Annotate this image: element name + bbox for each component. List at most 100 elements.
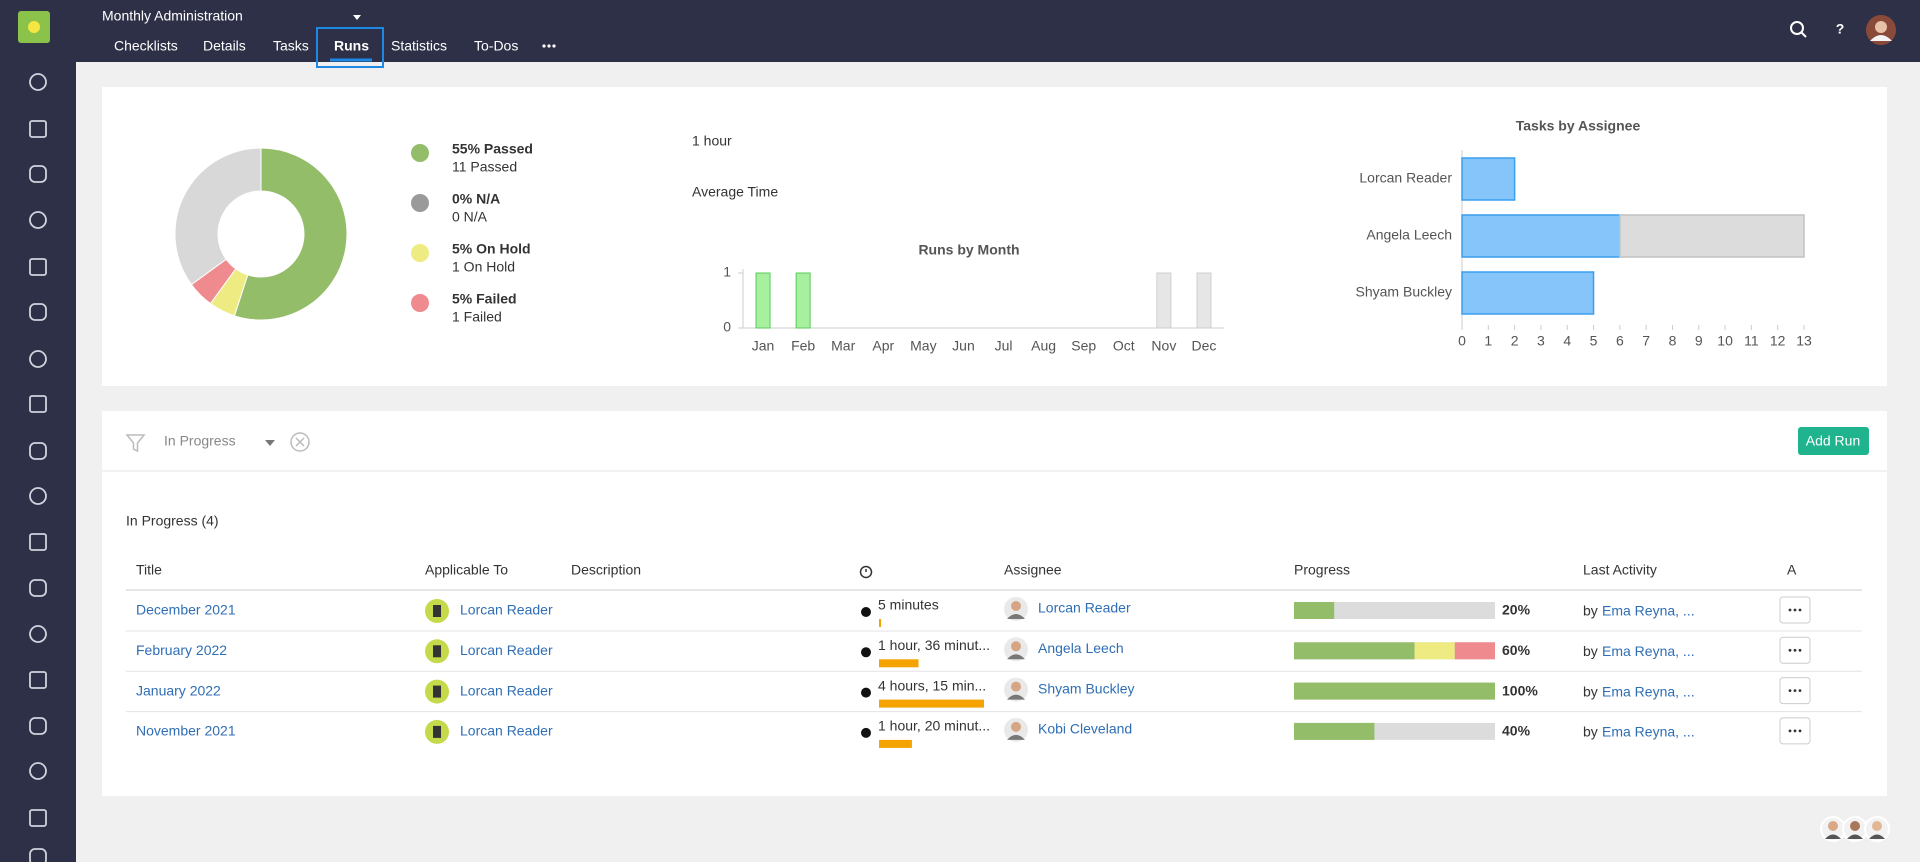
nav-tab[interactable]: Tasks	[273, 38, 309, 54]
sidebar-icon[interactable]	[29, 848, 47, 862]
x-tick-label: May	[910, 338, 936, 354]
filter-caret[interactable]	[265, 440, 275, 446]
column-header: Applicable To	[425, 562, 508, 578]
y-tick-label: Shyam Buckley	[1356, 284, 1452, 300]
more-tabs[interactable]	[542, 44, 556, 48]
sidebar-icon[interactable]	[29, 73, 47, 91]
bar	[755, 272, 771, 329]
row-menu-dot	[1788, 729, 1792, 733]
run-title[interactable]: December 2021	[136, 602, 236, 618]
row-menu-dot	[1788, 689, 1792, 692]
assignee-avatar-body	[1007, 654, 1025, 660]
bar	[1619, 214, 1805, 258]
sidebar-icon[interactable]	[29, 579, 47, 597]
x-tick-label: 5	[1590, 333, 1598, 349]
assignee[interactable]: Shyam Buckley	[1038, 680, 1134, 696]
title-caret[interactable]	[353, 15, 361, 20]
sidebar-icon[interactable]	[29, 533, 47, 551]
run-title[interactable]: November 2021	[136, 723, 236, 739]
assignee-avatar-face	[1011, 681, 1021, 692]
x-tick-label: 13	[1796, 333, 1812, 349]
bar	[1461, 214, 1621, 258]
sidebar-icon[interactable]	[29, 442, 47, 460]
chart-title: Runs by Month	[918, 242, 1019, 258]
clear-filter[interactable]	[290, 432, 310, 452]
sidebar-icon[interactable]	[29, 671, 47, 689]
search-icon[interactable]	[1790, 21, 1807, 38]
row-menu-dot	[1793, 729, 1797, 733]
applicable-to[interactable]: Lorcan Reader	[460, 682, 553, 698]
add-run-button[interactable]	[1798, 427, 1869, 455]
run-time: 4 hours, 15 min...	[878, 677, 986, 693]
nav-tab[interactable]: Statistics	[391, 38, 447, 54]
time-bar	[879, 619, 882, 627]
icon	[859, 565, 873, 579]
sidebar-icon[interactable]	[29, 762, 47, 780]
sidebar-icon[interactable]	[29, 303, 47, 321]
sidebar-icon[interactable]	[29, 487, 47, 505]
x-tick-label: Dec	[1192, 338, 1217, 354]
progress-track	[1294, 602, 1495, 619]
assignee[interactable]: Angela Leech	[1038, 640, 1124, 656]
column-header: Last Activity	[1583, 562, 1657, 578]
sidebar-icon[interactable]	[29, 165, 47, 183]
progress-segment	[1454, 642, 1495, 660]
sidebar-icon[interactable]	[29, 717, 47, 735]
applicable-icon-glyph	[433, 685, 441, 698]
x-tick-label: 9	[1695, 333, 1703, 349]
add-run-label[interactable]: Add Run	[1806, 433, 1860, 449]
last-activity-prefix: by	[1583, 643, 1598, 659]
sidebar-icon[interactable]	[29, 350, 47, 368]
user-avatar[interactable]	[1866, 15, 1896, 45]
time-bar	[879, 699, 984, 708]
run-time: 1 hour, 36 minut...	[878, 637, 990, 653]
x-tick-label: Aug	[1031, 338, 1056, 354]
sidebar-icon[interactable]	[29, 809, 47, 827]
nav-tab[interactable]: Runs	[334, 38, 369, 54]
x-tick-label: 12	[1770, 333, 1786, 349]
x-tick-label: Mar	[831, 338, 855, 354]
applicable-to[interactable]: Lorcan Reader	[460, 642, 553, 658]
online-user-body	[1825, 834, 1841, 839]
legend-dot	[411, 244, 429, 262]
last-activity[interactable]: Ema Reyna, ...	[1602, 724, 1695, 740]
filter-icon[interactable]	[125, 434, 146, 453]
assignee[interactable]: Kobi Cleveland	[1038, 721, 1132, 737]
page-title[interactable]: Monthly Administration	[102, 8, 243, 24]
help-icon[interactable]: ?	[1836, 21, 1845, 37]
sidebar-icon[interactable]	[29, 625, 47, 643]
row-menu-dot	[1793, 608, 1797, 612]
x-tick-label: Oct	[1113, 338, 1135, 354]
donut-segment	[174, 147, 262, 286]
run-title[interactable]: February 2022	[136, 642, 227, 658]
top-bar	[0, 0, 1920, 62]
x-tick-label: 0	[1458, 333, 1466, 349]
progress-segment	[1294, 682, 1495, 700]
chart-title: Tasks by Assignee	[1516, 118, 1641, 134]
y-tick-label: Angela Leech	[1366, 227, 1452, 243]
active-tab-frame[interactable]	[316, 27, 384, 68]
sidebar-icon[interactable]	[29, 120, 47, 138]
applicable-icon-glyph	[433, 645, 441, 658]
average-time-label: Average Time	[692, 184, 778, 200]
last-activity[interactable]: Ema Reyna, ...	[1602, 643, 1695, 659]
filter-status[interactable]: In Progress	[164, 433, 236, 449]
nav-tab[interactable]: To-Dos	[474, 38, 518, 54]
sidebar-icon[interactable]	[29, 258, 47, 276]
nav-tab[interactable]: Checklists	[114, 38, 178, 54]
x-tick-label: 10	[1717, 333, 1733, 349]
nav-tab[interactable]: Details	[203, 38, 246, 54]
sidebar-icon[interactable]	[29, 211, 47, 229]
table-title: In Progress (4)	[126, 513, 219, 529]
timer-icon	[861, 727, 871, 738]
sidebar-icon[interactable]	[29, 395, 47, 413]
applicable-to[interactable]: Lorcan Reader	[460, 602, 553, 618]
run-title[interactable]: January 2022	[136, 682, 221, 698]
assignee[interactable]: Lorcan Reader	[1038, 600, 1131, 616]
assignee-avatar-face	[1011, 641, 1021, 652]
last-activity[interactable]: Ema Reyna, ...	[1602, 603, 1695, 619]
average-time: 1 hour	[692, 133, 732, 149]
assignee-avatar-face	[1011, 721, 1021, 732]
applicable-to[interactable]: Lorcan Reader	[460, 723, 553, 739]
last-activity[interactable]: Ema Reyna, ...	[1602, 683, 1695, 699]
